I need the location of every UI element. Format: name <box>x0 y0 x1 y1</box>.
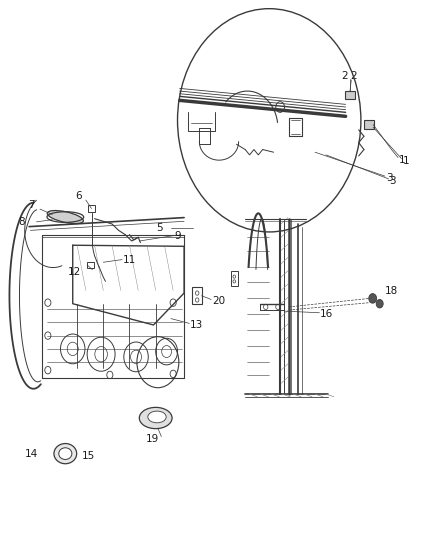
Text: 2: 2 <box>341 71 348 81</box>
FancyBboxPatch shape <box>88 205 95 212</box>
Text: 12: 12 <box>68 267 81 277</box>
Text: 8: 8 <box>18 217 25 227</box>
Circle shape <box>376 300 383 308</box>
Text: 19: 19 <box>146 434 159 445</box>
Text: 20: 20 <box>212 296 225 306</box>
FancyBboxPatch shape <box>345 91 355 99</box>
Circle shape <box>369 294 377 303</box>
Text: 1: 1 <box>399 155 406 165</box>
Text: 9: 9 <box>174 231 180 241</box>
Text: 18: 18 <box>385 286 398 296</box>
Ellipse shape <box>148 411 166 423</box>
FancyBboxPatch shape <box>364 120 374 129</box>
Text: 1: 1 <box>403 156 409 166</box>
FancyBboxPatch shape <box>192 287 202 304</box>
FancyBboxPatch shape <box>87 262 94 268</box>
Ellipse shape <box>59 448 72 459</box>
Text: 6: 6 <box>75 191 81 201</box>
Text: 3: 3 <box>389 176 396 187</box>
Ellipse shape <box>139 407 172 429</box>
Text: 14: 14 <box>25 449 38 459</box>
Text: 15: 15 <box>81 451 95 461</box>
Text: 5: 5 <box>155 223 162 233</box>
Text: 7: 7 <box>28 200 35 211</box>
Ellipse shape <box>54 443 77 464</box>
Text: 16: 16 <box>320 309 334 319</box>
FancyBboxPatch shape <box>231 271 238 286</box>
Text: 2: 2 <box>350 71 357 81</box>
Text: 13: 13 <box>190 320 203 330</box>
Text: 3: 3 <box>386 173 392 183</box>
Text: 11: 11 <box>123 255 136 264</box>
Ellipse shape <box>47 211 83 223</box>
